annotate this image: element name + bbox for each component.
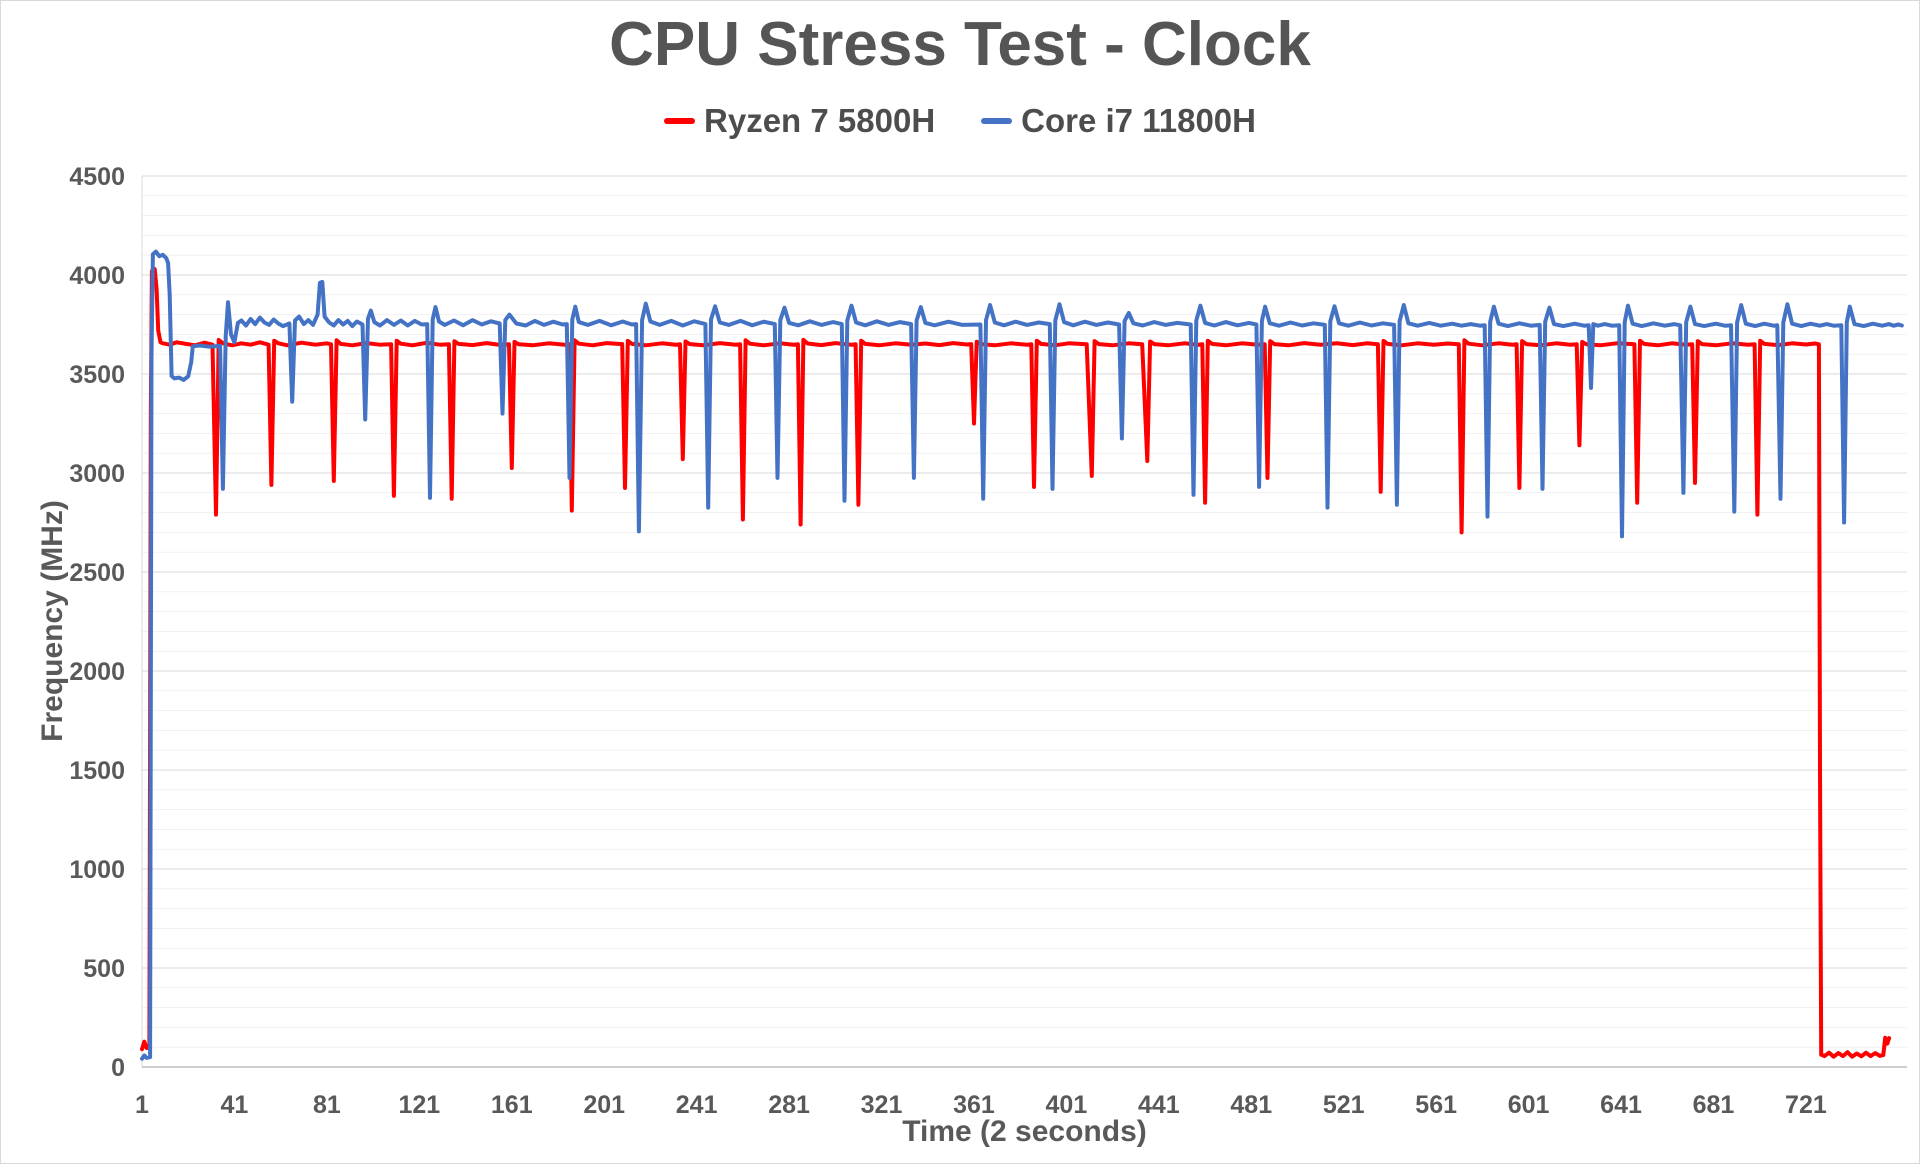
x-axis-title: Time (2 seconds): [902, 1115, 1147, 1148]
y-tick-label: 1500: [69, 757, 125, 785]
x-tick-label: 281: [768, 1091, 810, 1119]
x-tick-label: 561: [1415, 1091, 1457, 1119]
series-line-core-i7-11800h: [140, 249, 1904, 1061]
x-tick-label: 481: [1230, 1091, 1272, 1119]
y-tick-label: 1000: [69, 856, 125, 884]
axes: [141, 176, 1907, 1068]
x-tick-label: 681: [1693, 1091, 1735, 1119]
y-tick-label: 0: [111, 1054, 125, 1082]
legend-item-ryzen-7-5800h: Ryzen 7 5800H: [664, 102, 935, 140]
x-tick-label: 361: [953, 1091, 995, 1119]
x-tick-label: 121: [398, 1091, 440, 1119]
legend-swatch-blue: [981, 118, 1013, 124]
y-tick-label: 3000: [69, 460, 125, 488]
x-tick-label: 721: [1785, 1091, 1827, 1119]
x-tick-label: 161: [491, 1091, 533, 1119]
x-tick-label: 441: [1138, 1091, 1180, 1119]
y-axis-title: Frequency (MHz): [36, 500, 69, 742]
y-tick-label: 2000: [69, 658, 125, 686]
x-tick-label: 241: [676, 1091, 718, 1119]
legend-item-core-i7-11800h: Core i7 11800H: [981, 102, 1256, 140]
legend-label-core-i7-11800h: Core i7 11800H: [1021, 102, 1256, 139]
series-line-ryzen-7-5800h: [140, 267, 1892, 1059]
major-gridlines: [142, 175, 1907, 969]
y-tick-label: 2500: [69, 559, 125, 587]
legend-label-ryzen-7-5800h: Ryzen 7 5800H: [704, 102, 936, 139]
minor-gridlines: [142, 195, 1907, 1048]
x-tick-label: 321: [861, 1091, 903, 1119]
x-tick-label: 601: [1508, 1091, 1550, 1119]
chart-title: CPU Stress Test - Clock: [609, 10, 1311, 79]
x-tick-label: 201: [583, 1091, 625, 1119]
y-tick-label: 500: [83, 955, 125, 983]
y-axis-labels: 0 500 1000 1500 2000 2500 3000 3500 4000 4500: [69, 163, 125, 1082]
x-tick-label: 521: [1323, 1091, 1365, 1119]
x-tick-label: 81: [313, 1091, 341, 1119]
x-tick-label: 641: [1600, 1091, 1642, 1119]
x-tick-label: 41: [221, 1091, 249, 1119]
x-tick-label: 401: [1046, 1091, 1088, 1119]
y-tick-label: 4000: [69, 262, 125, 290]
x-tick-label: 1: [135, 1091, 149, 1119]
y-tick-label: 4500: [69, 163, 125, 191]
chart-legend: Ryzen 7 5800H Core i7 11800H: [1, 102, 1919, 140]
legend-swatch-red: [664, 118, 696, 124]
y-tick-label: 3500: [69, 361, 125, 389]
x-axis-labels: 1 41 81 121 161 201 241 281 321 361 401 441 481 521 56…: [135, 1091, 1827, 1119]
